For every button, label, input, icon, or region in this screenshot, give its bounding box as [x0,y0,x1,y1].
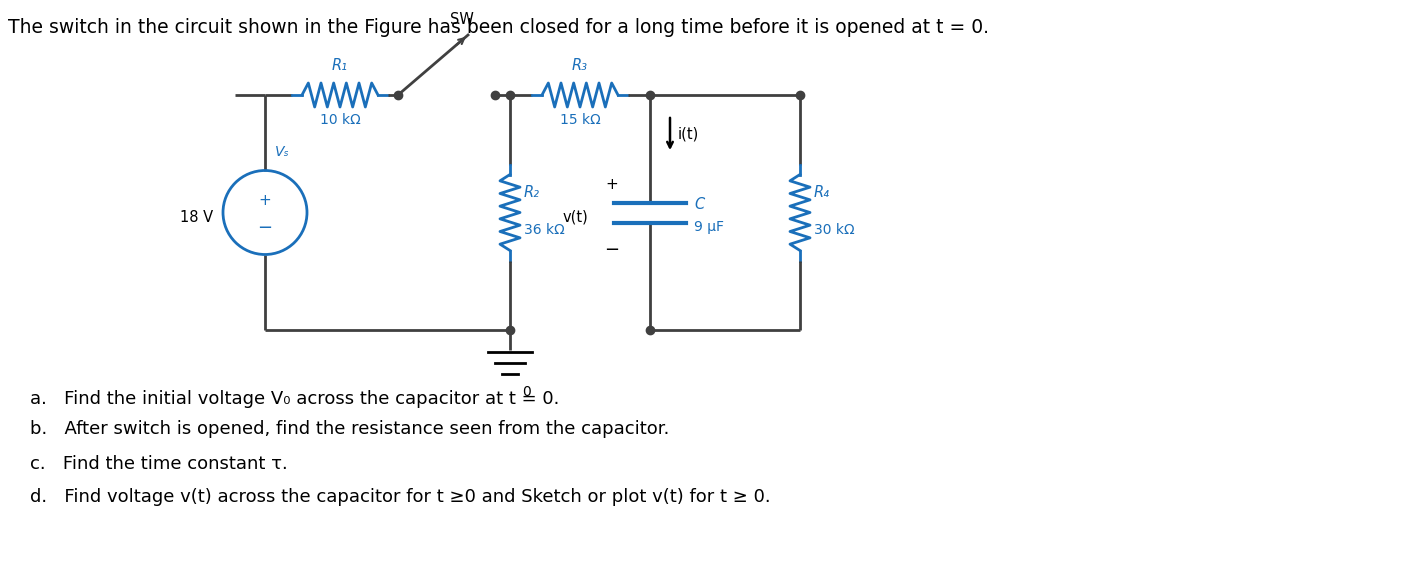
Text: Vₛ: Vₛ [275,144,289,158]
Text: v(t): v(t) [562,210,587,225]
Text: 18 V: 18 V [179,210,213,225]
Text: −: − [604,241,620,260]
Text: C: C [695,197,705,212]
Text: +: + [258,193,271,208]
Text: i(t): i(t) [678,127,699,141]
Text: 9 μF: 9 μF [695,219,724,233]
Text: 10 kΩ: 10 kΩ [319,113,360,127]
Text: a.   Find the initial voltage V₀ across the capacitor at t = 0.: a. Find the initial voltage V₀ across th… [30,390,559,408]
Text: +: + [606,177,618,192]
Text: The switch in the circuit shown in the Figure has been closed for a long time be: The switch in the circuit shown in the F… [8,18,988,37]
Text: b.   After switch is opened, find the resistance seen from the capacitor.: b. After switch is opened, find the resi… [30,420,669,438]
Text: 0: 0 [522,385,531,399]
Text: R₂: R₂ [524,185,539,200]
Text: c.   Find the time constant τ.: c. Find the time constant τ. [30,455,288,473]
Text: 15 kΩ: 15 kΩ [559,113,600,127]
Text: 36 kΩ: 36 kΩ [524,223,565,237]
Text: 30 kΩ: 30 kΩ [813,223,854,237]
Text: R₃: R₃ [572,58,587,73]
Text: R₁: R₁ [332,58,347,73]
Text: R₄: R₄ [813,185,830,200]
Text: −: − [257,219,273,237]
Text: SW: SW [449,12,473,27]
Text: d.   Find voltage v(t) across the capacitor for t ≥0 and Sketch or plot v(t) for: d. Find voltage v(t) across the capacito… [30,488,771,506]
